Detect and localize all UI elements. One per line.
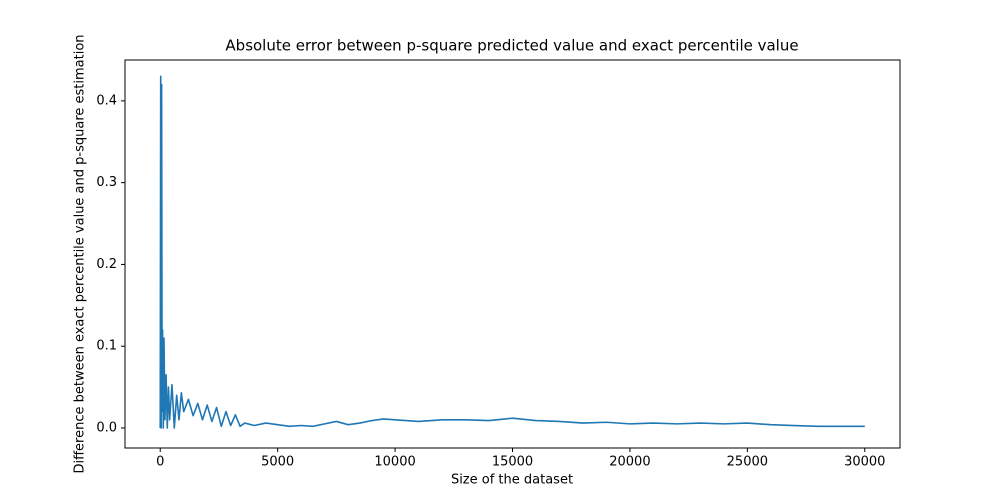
x-axis-label: Size of the dataset xyxy=(451,473,573,488)
x-tick-label: 15000 xyxy=(492,455,533,470)
y-axis-label: Difference between exact percentile valu… xyxy=(73,34,88,473)
y-tick-label: 0.0 xyxy=(96,420,117,435)
x-tick-label: 30000 xyxy=(844,455,885,470)
plot-frame xyxy=(124,59,901,449)
y-tick-label: 0.2 xyxy=(96,257,117,272)
y-tick-label: 0.1 xyxy=(96,339,117,354)
y-tick-label: 0.3 xyxy=(96,175,117,190)
x-tick-label: 20000 xyxy=(609,455,650,470)
x-tick-label: 0 xyxy=(156,455,164,470)
chart-title: Absolute error between p-square predicte… xyxy=(225,37,798,55)
x-tick-label: 10000 xyxy=(374,455,415,470)
y-tick-label: 0.4 xyxy=(96,93,117,108)
x-tick-label: 25000 xyxy=(727,455,768,470)
x-tick-label: 5000 xyxy=(261,455,294,470)
data-line xyxy=(159,75,865,429)
